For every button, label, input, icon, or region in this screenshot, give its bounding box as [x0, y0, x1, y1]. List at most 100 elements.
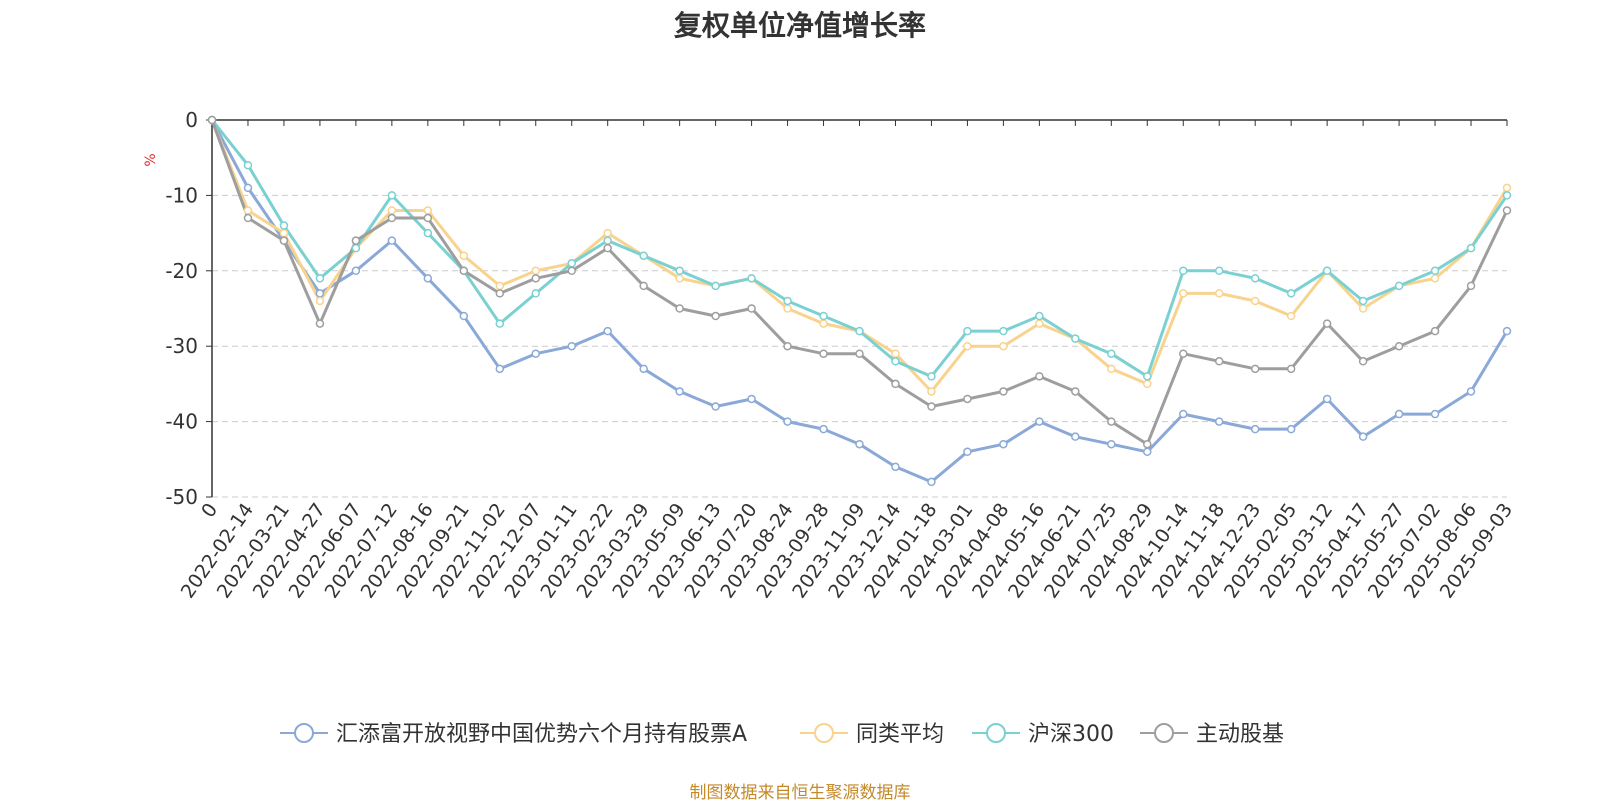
data-point — [1322, 319, 1332, 328]
legend-marker — [294, 723, 314, 743]
data-point — [1035, 311, 1044, 321]
data-point — [603, 326, 612, 336]
data-point — [423, 206, 433, 215]
data-point — [315, 289, 325, 298]
data-point — [1107, 364, 1116, 374]
chart-title: 复权单位净值增长率 — [673, 9, 926, 42]
legend-label: 汇添富开放视野中国优势六个月持有股票A — [336, 722, 747, 747]
data-point — [351, 236, 361, 245]
data-point — [891, 357, 900, 366]
data-point — [495, 364, 505, 374]
data-point — [495, 289, 505, 298]
y-tick-label: -50 — [165, 485, 198, 509]
data-point — [999, 439, 1008, 449]
legend[interactable]: 汇添富开放视野中国优势六个月持有股票A 同类平均 沪深300 主动股基 — [280, 722, 1284, 747]
legend-label: 沪深300 — [1028, 722, 1114, 747]
y-tick-label: -20 — [165, 259, 198, 283]
data-point — [1466, 387, 1476, 396]
data-point — [423, 228, 433, 238]
data-point — [1322, 394, 1332, 404]
data-point — [1214, 357, 1224, 366]
data-point — [531, 266, 540, 276]
data-point — [819, 311, 828, 321]
data-point — [927, 372, 936, 381]
data-point — [1179, 289, 1188, 298]
data-point — [855, 349, 864, 358]
data-point — [963, 447, 972, 457]
y-axis-label: % — [143, 153, 159, 166]
legend-marker — [986, 723, 1006, 743]
data-point — [1430, 326, 1440, 336]
data-point — [1071, 334, 1080, 343]
data-point — [1107, 417, 1116, 426]
data-point — [675, 387, 684, 396]
data-point — [1502, 206, 1512, 215]
data-point — [1322, 266, 1332, 276]
data-point — [1179, 409, 1188, 419]
data-point — [891, 379, 900, 389]
data-point — [279, 228, 289, 238]
data-point — [1071, 432, 1080, 441]
data-point — [1502, 191, 1512, 200]
data-point — [963, 326, 972, 336]
data-point — [891, 462, 900, 472]
legend-item-0[interactable]: 汇添富开放视野中国优势六个月持有股票A — [280, 722, 747, 747]
legend-item-1[interactable]: 同类平均 — [800, 722, 944, 747]
data-point — [1035, 372, 1044, 381]
data-point — [495, 281, 505, 291]
data-point — [1430, 266, 1440, 276]
data-point — [963, 394, 972, 404]
y-tick-label: 0 — [185, 108, 198, 132]
data-point — [1394, 341, 1404, 351]
data-point — [1502, 183, 1512, 193]
data-point — [783, 341, 792, 351]
data-point — [711, 311, 720, 321]
data-point — [1071, 387, 1080, 396]
data-point — [423, 274, 433, 283]
data-point — [639, 281, 648, 291]
data-point — [1107, 439, 1116, 449]
data-point — [999, 341, 1008, 351]
data-point — [747, 304, 756, 313]
data-point — [999, 387, 1008, 396]
data-point — [531, 274, 540, 283]
data-point — [603, 236, 612, 245]
legend-item-2[interactable]: 沪深300 — [972, 722, 1114, 747]
data-point — [1358, 296, 1368, 306]
data-point — [387, 206, 397, 215]
data-point — [1250, 296, 1260, 306]
data-point — [1430, 409, 1440, 419]
data-point — [1250, 274, 1260, 283]
data-point — [675, 274, 684, 283]
y-tick-label: -10 — [165, 183, 198, 207]
data-point — [1179, 266, 1188, 276]
data-point — [1394, 281, 1404, 291]
data-point — [1466, 243, 1476, 253]
y-tick-label: -30 — [165, 334, 198, 358]
data-point — [1035, 417, 1044, 426]
data-point — [855, 326, 864, 336]
data-point — [567, 259, 576, 268]
data-point — [1250, 424, 1260, 434]
data-point — [675, 266, 684, 276]
data-point — [1286, 289, 1296, 298]
data-point — [567, 266, 576, 276]
data-point — [1286, 311, 1296, 321]
data-point — [1358, 357, 1368, 366]
data-point — [1358, 432, 1368, 441]
legend-label: 同类平均 — [856, 722, 944, 747]
data-point — [1143, 372, 1152, 381]
data-point — [783, 296, 792, 306]
legend-item-3[interactable]: 主动股基 — [1140, 722, 1284, 747]
data-point — [1286, 364, 1296, 374]
data-point — [1502, 326, 1512, 336]
data-point — [1250, 364, 1260, 374]
data-point — [243, 183, 253, 193]
grid-lines — [212, 194, 1507, 498]
data-point — [459, 251, 469, 260]
data-point — [423, 213, 433, 223]
series-line-3 — [210, 119, 1509, 446]
data-point — [387, 236, 397, 245]
data-point — [387, 213, 397, 223]
